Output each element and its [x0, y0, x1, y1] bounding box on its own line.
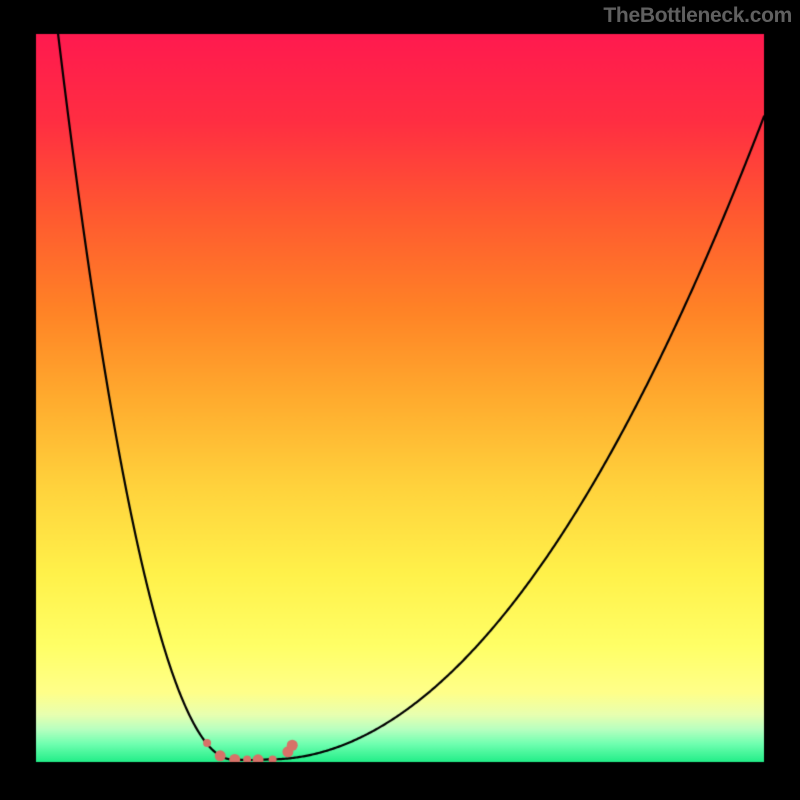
bottleneck-chart — [0, 0, 800, 800]
watermark-text: TheBottleneck.com — [603, 4, 792, 28]
